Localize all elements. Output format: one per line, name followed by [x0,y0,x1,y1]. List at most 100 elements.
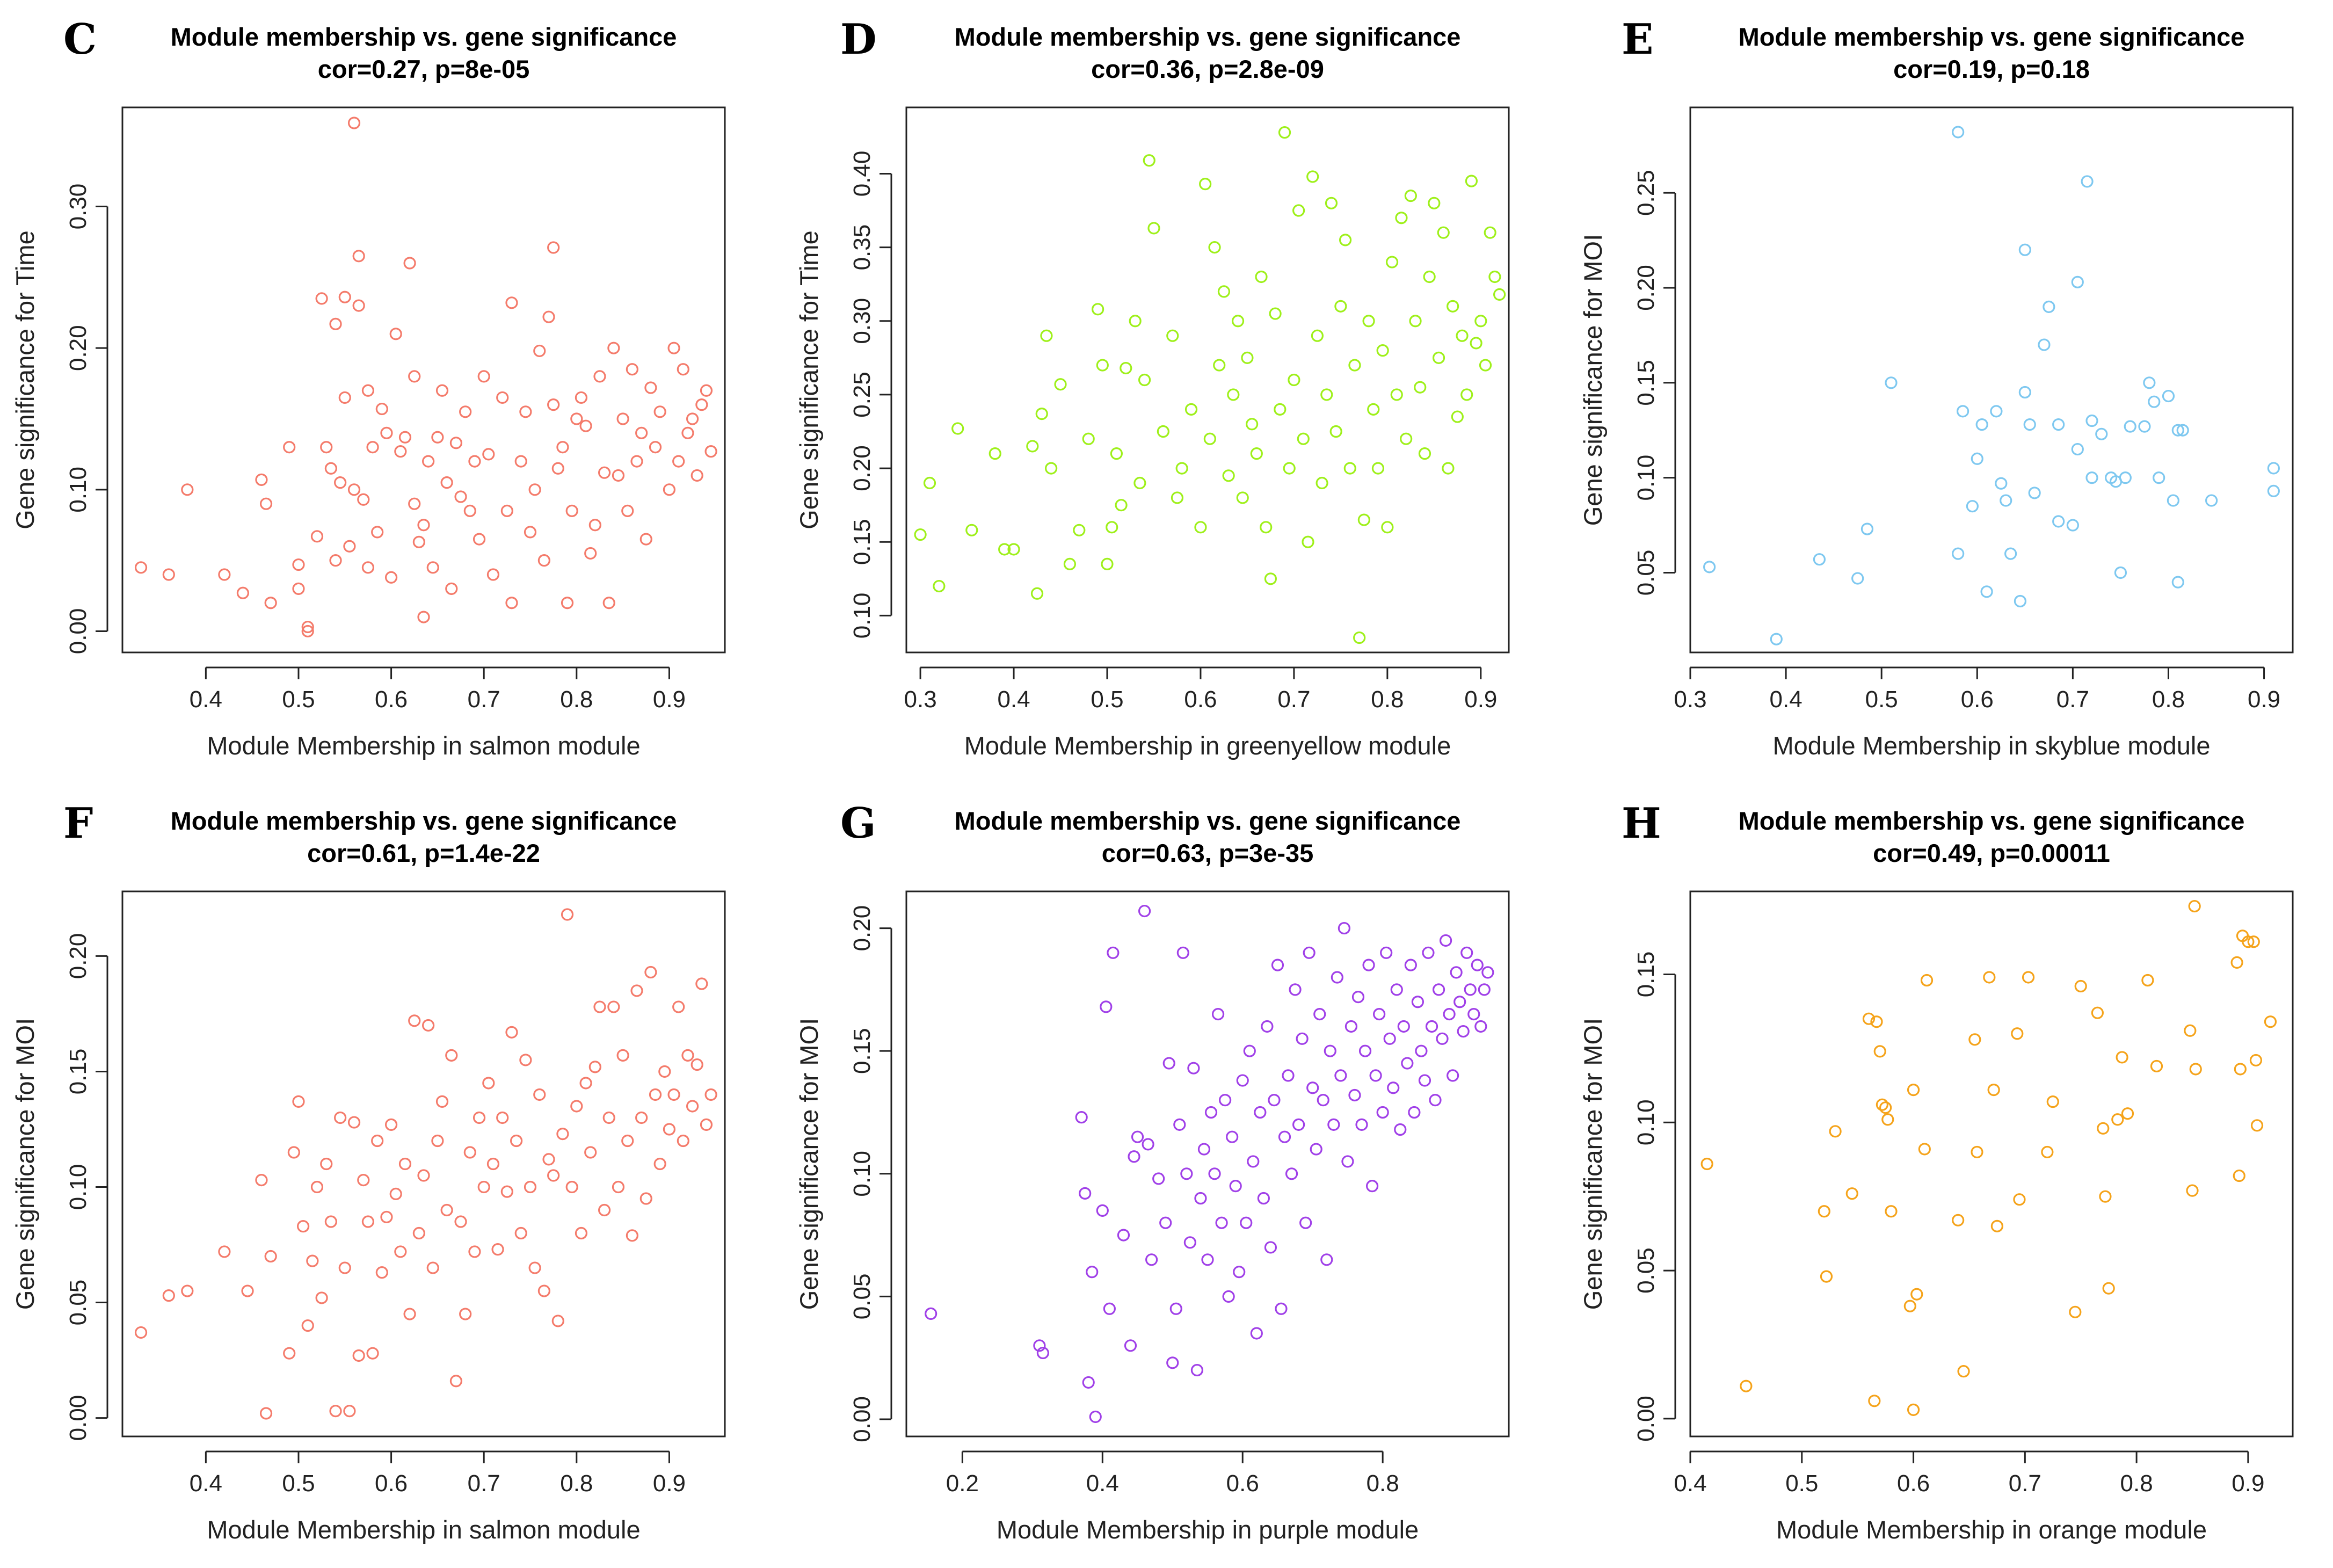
data-point [1341,1155,1354,1168]
data-point [1813,553,1826,566]
data-point [1320,1253,1333,1266]
data-point [616,412,629,425]
data-point [440,476,453,489]
data-point [621,1134,634,1148]
data-point [598,1203,611,1217]
data-point [482,448,495,461]
data-point [380,426,393,439]
y-tick-label: 0.00 [65,608,91,655]
data-point [338,1261,351,1274]
data-point [1169,1302,1182,1315]
data-point [1467,1008,1480,1021]
data-point [2081,175,2094,188]
data-point [389,328,402,340]
data-point [1264,572,1277,585]
data-point [1147,222,1160,235]
data-point [588,1061,601,1073]
data-point [408,1014,421,1027]
data-point [431,431,444,444]
plot-frame [905,106,1510,654]
x-tick-label: 0.9 [2248,686,2280,713]
data-point [181,483,194,496]
data-point [1971,1145,1983,1159]
data-point [1227,388,1240,401]
data-point [181,1284,194,1297]
data-point [1990,405,2003,418]
data-point [1296,1032,1309,1045]
data-point [2085,471,2098,484]
data-point [505,296,518,309]
data-point [1063,557,1077,571]
data-point [612,1180,625,1194]
data-point [1026,440,1039,453]
data-point [1100,1000,1113,1013]
data-point [2004,547,2017,560]
data-point [301,620,314,634]
data-point [2097,1122,2110,1135]
data-point [639,1192,652,1205]
data-point [366,441,379,454]
data-point [1194,1192,1207,1205]
data-point [1145,1253,1158,1266]
data-point [1395,212,1408,224]
data-point [2071,275,2084,288]
data-point [1255,270,1268,284]
data-point [394,445,407,458]
x-tick-label: 0.5 [282,686,315,713]
data-point [1353,631,1366,644]
data-point [1275,1302,1288,1315]
data-point [1152,1172,1165,1185]
data-point [584,1146,597,1159]
data-point [965,524,978,536]
data-point [426,561,439,574]
data-point [1007,543,1020,556]
data-point [1231,315,1245,328]
data-point [1260,521,1273,534]
data-point [496,391,509,404]
data-point [1222,1290,1235,1303]
data-point [1334,1069,1347,1082]
data-point [1907,1083,1920,1097]
data-point [1117,1229,1130,1242]
data-point [1451,410,1464,423]
data-point [505,1026,518,1039]
data-point [417,1169,430,1182]
data-point [1411,996,1424,1008]
data-point [2013,1193,2026,1206]
data-point [2074,979,2087,993]
data-point [1274,403,1287,416]
data-point [1096,359,1109,372]
data-point [2143,376,2156,389]
data-point [556,1127,569,1141]
data-point [1995,477,2008,490]
data-point [514,455,527,468]
data-point [264,1250,277,1263]
data-point [1289,983,1302,996]
data-point [519,1054,532,1066]
data-point [2000,494,2012,507]
data-point [2102,1282,2115,1295]
data-point [1390,388,1403,401]
data-point [1142,1138,1154,1151]
data-point [1376,344,1389,357]
data-point [2028,487,2041,499]
data-point [1868,1395,1881,1407]
data-point [384,1118,398,1131]
data-point [463,504,476,517]
plot-frame [1689,106,2294,654]
data-point [653,405,666,418]
data-point [2138,420,2151,433]
data-point [649,1088,662,1101]
y-tick-label: 0.20 [1633,265,1659,311]
data-point [1376,1106,1389,1119]
data-point [551,1315,564,1327]
data-point [2099,1190,2112,1203]
y-tick-label: 0.20 [65,325,91,371]
data-point [264,597,277,609]
data-point [459,405,472,418]
x-tick-label: 0.8 [2152,686,2185,713]
data-point [473,533,486,546]
data-point [2205,494,2218,507]
data-point [1385,256,1399,268]
data-point [375,402,388,416]
